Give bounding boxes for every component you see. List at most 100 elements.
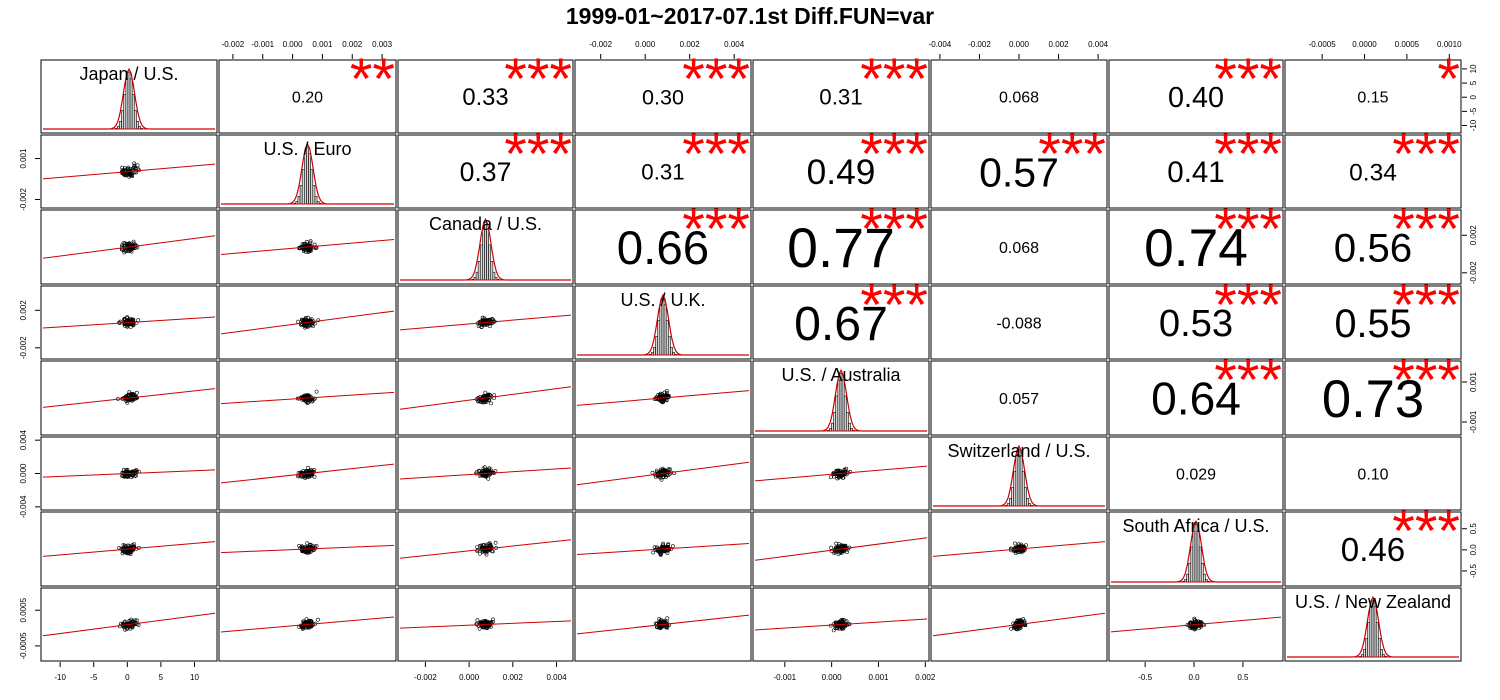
significance-stars: *** (860, 122, 928, 187)
scatter-point (120, 165, 125, 170)
scatter-point (1018, 625, 1023, 630)
scatter-point (303, 244, 308, 249)
scatter-point (836, 626, 841, 631)
scatter-point (477, 626, 482, 631)
scatter-point (308, 470, 313, 475)
scatter-point (131, 239, 136, 244)
scatter-point (480, 315, 485, 320)
panel-frame (1284, 134, 1462, 209)
panel-frame (930, 436, 1108, 511)
smooth-line (576, 543, 750, 555)
smooth-line (42, 612, 216, 637)
histogram-bar (477, 260, 481, 281)
scatter-point (128, 325, 133, 329)
diagonal-label: Japan / U.S. (79, 64, 178, 84)
scatter-point (490, 320, 495, 325)
histogram-bar (655, 336, 659, 356)
histogram-bar (1369, 606, 1373, 658)
histogram-bar (837, 379, 841, 432)
correlation-value: 0.31 (819, 85, 862, 110)
correlation-value: 0.33 (462, 84, 508, 111)
significance-stars: *** (682, 122, 750, 187)
tick-label: -0.002 (589, 40, 612, 49)
significance-stars: *** (1214, 122, 1282, 187)
scatter-point (122, 317, 127, 322)
correlation-value: 0.66 (617, 222, 709, 275)
tick-label: -0.001 (251, 40, 274, 49)
scatter-point (487, 466, 492, 471)
significance-stars: *** (1392, 348, 1460, 413)
tick-label: 0.002 (342, 40, 363, 49)
panel-frame (752, 134, 930, 209)
histogram-bar (304, 153, 307, 205)
tick-label: 0.004 (547, 673, 568, 682)
scatter-point (483, 625, 487, 630)
correlation-value: 0.74 (1144, 219, 1248, 278)
significance-stars: *** (860, 47, 928, 112)
significance-stars: *** (682, 197, 750, 262)
scatter-point (305, 393, 310, 398)
scatter-point (486, 476, 491, 481)
panel-frame (1108, 285, 1284, 360)
histogram-bar (1026, 497, 1029, 507)
scatter-point (301, 626, 306, 630)
scatter-point (308, 247, 313, 252)
correlation-value: -0.088 (996, 315, 1041, 332)
histogram-bar (314, 195, 318, 205)
histogram-bar (667, 336, 671, 356)
scatter-point (841, 475, 845, 480)
panel-frame (1284, 511, 1462, 587)
histogram-bar (1380, 648, 1383, 658)
tick-label: -0.002 (968, 40, 991, 49)
histogram-bar (129, 78, 133, 130)
panel-frame (1108, 360, 1284, 436)
smooth-line (399, 314, 572, 331)
histogram-bar (1365, 638, 1369, 658)
histogram-bar (297, 195, 301, 205)
tick-label: 0.000 (1009, 40, 1030, 49)
correlation-value: 0.73 (1322, 370, 1424, 429)
histogram-bar (1367, 622, 1371, 658)
panel-frame (40, 360, 218, 436)
panel-frame (574, 134, 752, 209)
smooth-line (576, 390, 750, 406)
histogram-bar (1015, 455, 1019, 507)
histogram-bar (475, 271, 479, 281)
diagonal-label: U.S. / New Zealand (1295, 592, 1451, 612)
histogram-bar (843, 395, 847, 432)
scatter-point (133, 620, 138, 625)
correlation-value: 0.068 (999, 240, 1039, 257)
tick-label: 0.0005 (1395, 40, 1420, 49)
scatter-point (661, 399, 666, 404)
scatter-point (1016, 544, 1021, 549)
panel-frame (218, 59, 397, 134)
scatter-point (121, 468, 126, 472)
scatter-point (122, 250, 127, 255)
histogram-bar (848, 422, 851, 432)
scatter-point (307, 396, 312, 401)
smooth-line (576, 614, 750, 635)
histogram-bar (841, 379, 845, 432)
correlation-value: 0.31 (641, 160, 684, 185)
scatter-point (479, 545, 484, 549)
smooth-line (399, 467, 572, 480)
significance-stars: *** (1392, 122, 1460, 187)
smooth-line (220, 239, 395, 255)
tick-label: 0.0005 (19, 597, 28, 622)
smooth-line (576, 461, 750, 486)
scatter-point (316, 617, 320, 622)
scatter-point (123, 627, 128, 632)
tick-label: 0.003 (372, 40, 393, 49)
scatter-point (304, 239, 309, 244)
panel-frame (1284, 587, 1462, 662)
scatter-point (134, 320, 139, 325)
correlation-value: 0.37 (460, 157, 512, 187)
histogram-bar (312, 185, 316, 205)
tick-label: -0.0005 (19, 632, 28, 660)
tick-label: -5 (90, 673, 98, 682)
diagonal-label: Switzerland / U.S. (947, 441, 1090, 461)
panel-frame (40, 511, 218, 587)
tick-label: -0.5 (1138, 673, 1152, 682)
scatter-point (306, 465, 311, 470)
